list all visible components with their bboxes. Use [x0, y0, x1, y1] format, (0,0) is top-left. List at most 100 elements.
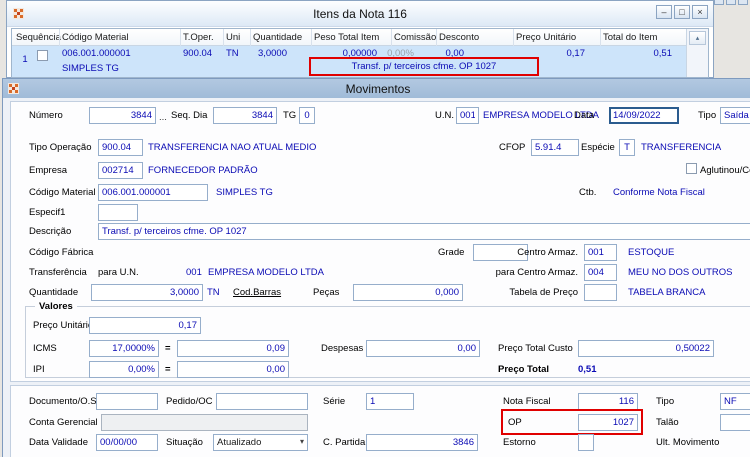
row-codigo: 006.001.000001	[62, 48, 131, 59]
c-partida-field[interactable]	[366, 434, 478, 451]
minimize-button[interactable]: –	[656, 5, 672, 19]
tg-label: TG	[283, 110, 297, 121]
ult-movimento-label: Ult. Movimento	[656, 437, 720, 448]
seq-dia-label: Seq. Dia	[171, 110, 208, 121]
col-codigo-material[interactable]: Código Material	[62, 32, 129, 43]
row-material: SIMPLES TG	[62, 63, 119, 74]
estorno-label: Estorno	[503, 437, 536, 448]
items-titlebar: Itens da Nota 116 – □ ×	[7, 1, 713, 27]
serie-label: Série	[323, 396, 346, 407]
pecas-field[interactable]	[353, 284, 463, 301]
empresa-field[interactable]	[98, 162, 143, 179]
centro-armaz-label: Centro Armaz.	[517, 247, 578, 258]
background-maximize-icon[interactable]	[726, 0, 736, 5]
col-comissao[interactable]: Comissão	[394, 32, 437, 43]
situacao-dropdown[interactable]: Atualizado ▾	[213, 434, 308, 451]
op-field[interactable]	[578, 414, 638, 431]
tipo-nf-field[interactable]	[720, 393, 750, 410]
col-desconto[interactable]: Desconto	[439, 32, 480, 43]
documento-label: Documento/O.S	[29, 396, 97, 407]
talao-field[interactable]	[720, 414, 750, 431]
icms-label: ICMS	[33, 343, 57, 354]
conta-gerencial-field	[101, 414, 308, 431]
un-field[interactable]	[456, 107, 479, 124]
especif1-field[interactable]	[98, 204, 138, 221]
row-descricao: Transf. p/ terceiros cfme. OP 1027	[351, 61, 497, 72]
estorno-field[interactable]	[578, 434, 594, 451]
icms-equals: =	[165, 343, 171, 354]
col-t-oper[interactable]: T.Oper.	[183, 32, 214, 43]
despesas-label: Despesas	[321, 343, 364, 354]
grid-scrollbar[interactable]: ▴	[686, 29, 708, 77]
ipi-pct-field[interactable]	[89, 361, 159, 378]
grade-field[interactable]	[473, 244, 528, 261]
mov-window-title: Movimentos	[345, 82, 411, 96]
maximize-button[interactable]: □	[674, 5, 690, 19]
col-separator	[180, 29, 181, 46]
despesas-field[interactable]	[366, 340, 480, 357]
scroll-up-button[interactable]: ▴	[689, 31, 706, 45]
nota-fiscal-label: Nota Fiscal	[503, 396, 551, 407]
quantidade-field[interactable]	[91, 284, 203, 301]
tg-field[interactable]	[299, 107, 315, 124]
pedido-field[interactable]	[216, 393, 308, 410]
centro-armaz-field[interactable]	[584, 244, 617, 261]
app-icon	[8, 83, 19, 94]
cod-barras-link[interactable]: Cod.Barras	[233, 287, 282, 298]
data-field[interactable]	[609, 107, 679, 124]
descricao-field[interactable]	[98, 223, 750, 240]
col-preco-unitario[interactable]: Preço Unitário	[516, 32, 577, 43]
un-nome-text: EMPRESA MODELO LTDA	[483, 110, 599, 121]
icms-pct-field[interactable]	[89, 340, 159, 357]
aglutinou-checkbox[interactable]	[686, 163, 697, 174]
row-uni: TN	[226, 48, 239, 59]
browse-dots-button[interactable]: ...	[159, 112, 167, 123]
numero-field[interactable]	[89, 107, 156, 124]
col-sequencia[interactable]: Sequência	[16, 32, 61, 43]
ipi-equals: =	[165, 364, 171, 375]
talao-label: Talão	[656, 417, 679, 428]
especie-field[interactable]	[619, 139, 635, 156]
tipo-operacao-label: Tipo Operação	[29, 142, 92, 153]
row-checkbox[interactable]	[37, 50, 48, 61]
situacao-label: Situação	[166, 437, 203, 448]
preco-unitario-field[interactable]	[89, 317, 201, 334]
para-un-value: 001	[186, 267, 202, 278]
maximize-icon: □	[679, 7, 685, 17]
background-minimize-icon[interactable]	[714, 0, 724, 5]
tipo-operacao-field[interactable]	[98, 139, 143, 156]
table-row[interactable]: 1 006.001.000001 900.04 TN 3,0000 0,0000…	[12, 46, 686, 77]
cfop-field[interactable]	[531, 139, 579, 156]
serie-field[interactable]	[366, 393, 414, 410]
col-uni[interactable]: Uni	[226, 32, 241, 43]
para-centro-field[interactable]	[584, 264, 617, 281]
col-quantidade[interactable]: Quantidade	[253, 32, 303, 43]
grade-label: Grade	[438, 247, 465, 258]
seq-dia-field[interactable]	[213, 107, 277, 124]
close-button[interactable]: ×	[692, 5, 708, 19]
col-total-do-item[interactable]: Total do Item	[603, 32, 658, 43]
centro-armaz-desc: ESTOQUE	[628, 247, 675, 258]
col-peso-total-item[interactable]: Peso Total Item	[314, 32, 380, 43]
c-partida-label: C. Partida	[323, 437, 366, 448]
col-separator	[513, 29, 514, 46]
chevron-down-icon: ▾	[299, 437, 304, 446]
tipo-field[interactable]	[720, 107, 750, 124]
row-t-oper: 900.04	[183, 48, 213, 59]
preco-total-label: Preço Total	[498, 364, 550, 375]
para-un-label: para U.N.	[98, 267, 139, 278]
icms-valor-field[interactable]	[177, 340, 289, 357]
tabela-preco-field[interactable]	[584, 284, 617, 301]
nota-fiscal-field[interactable]	[578, 393, 638, 410]
tipo-nf-label: Tipo	[656, 396, 675, 407]
documento-field[interactable]	[96, 393, 158, 410]
data-validade-field[interactable]	[96, 434, 158, 451]
especie-desc: TRANSFERENCIA	[641, 142, 722, 153]
ipi-valor-field[interactable]	[177, 361, 289, 378]
ipi-label: IPI	[33, 364, 45, 375]
preco-total-custo-field[interactable]	[578, 340, 714, 357]
codigo-material-field[interactable]	[98, 184, 208, 201]
highlight-descricao: Transf. p/ terceiros cfme. OP 1027	[309, 57, 539, 76]
background-close-icon[interactable]	[738, 0, 748, 5]
